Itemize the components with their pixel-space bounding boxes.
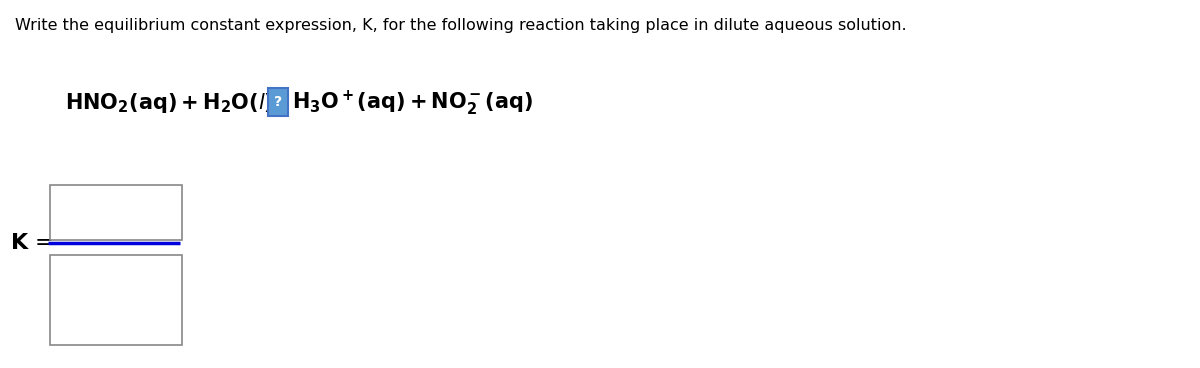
FancyBboxPatch shape [50, 255, 182, 345]
Text: $\mathbf{HNO_2(aq) + H_2O(\it{l})}$: $\mathbf{HNO_2(aq) + H_2O(\it{l})}$ [65, 91, 272, 115]
Text: $\mathbf{K}$ =: $\mathbf{K}$ = [10, 232, 53, 254]
Text: ?: ? [274, 95, 282, 109]
FancyBboxPatch shape [50, 185, 182, 240]
FancyBboxPatch shape [268, 88, 288, 116]
Text: Write the equilibrium constant expression, K, for the following reaction taking : Write the equilibrium constant expressio… [14, 18, 907, 33]
Text: $\mathbf{H_3O^+(aq) + NO_2^-(aq)}$: $\mathbf{H_3O^+(aq) + NO_2^-(aq)}$ [292, 88, 533, 118]
